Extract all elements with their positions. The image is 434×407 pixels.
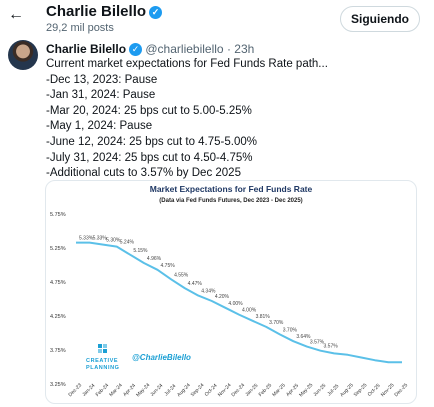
- y-tick-label: 3.25%: [50, 382, 66, 388]
- separator-dot: ·: [226, 42, 231, 56]
- x-tick-label: Oct-25: [367, 383, 382, 398]
- tweet-line: -Mar 20, 2024: 25 bps cut to 5.00-5.25%: [46, 104, 252, 117]
- x-tick-label: Aug-25: [339, 382, 355, 398]
- chart-title: Market Expectations for Fed Funds Rate: [150, 184, 313, 194]
- tweet-author-name[interactable]: Charlie Bilello: [46, 42, 127, 56]
- x-tick-label: Apr-24: [122, 383, 137, 398]
- data-label: 4.20%: [215, 294, 230, 300]
- x-tick-label: Feb-25: [258, 382, 274, 398]
- data-label: 4.55%: [174, 272, 189, 278]
- data-label: 5.30%: [106, 238, 121, 244]
- brand-handle: @CharlieBilello: [132, 353, 191, 362]
- series-line: [76, 241, 402, 364]
- data-label: 3.57%: [324, 344, 339, 350]
- back-arrow-icon[interactable]: ←: [8, 6, 24, 23]
- post-count: 29,2 mil posts: [46, 22, 114, 34]
- tweet-line: Current market expectations for Fed Fund…: [46, 58, 328, 70]
- x-tick-label: May-24: [135, 382, 151, 398]
- x-tick-label: Jun-25: [312, 383, 327, 398]
- creative-planning-logo-icon: [98, 344, 107, 353]
- x-tick-label: Dec-23: [67, 382, 83, 398]
- fed-funds-chart: Market Expectations for Fed Funds Rate (…: [50, 184, 409, 398]
- data-label: 3.57%: [310, 340, 325, 346]
- tweet-handle[interactable]: @charliebilello: [145, 42, 224, 56]
- tweet-line: -Jan 31, 2024: Pause: [46, 89, 156, 102]
- data-label: 4.00%: [228, 301, 243, 307]
- data-label: 5.33%: [93, 236, 108, 242]
- data-label: 4.00%: [242, 308, 257, 314]
- tweet-line: -June 12, 2024: 25 bps cut to 4.75-5.00%: [46, 135, 257, 148]
- data-label: 4.47%: [188, 281, 203, 287]
- x-tick-label: Nov-24: [217, 382, 233, 398]
- x-tick-label: Dec-25: [393, 382, 409, 398]
- chart-image[interactable]: Market Expectations for Fed Funds Rate (…: [45, 180, 417, 404]
- x-tick-label: Feb-24: [95, 382, 111, 398]
- logo-line-2: PLANNING: [86, 365, 120, 371]
- x-tick-label: Nov-25: [380, 382, 396, 398]
- logo-line-1: CREATIVE: [86, 358, 118, 364]
- data-label: 3.70%: [283, 327, 298, 333]
- data-label: 4.75%: [161, 263, 176, 269]
- data-label: 3.70%: [269, 320, 284, 326]
- branding: CREATIVE PLANNING @CharlieBilello: [86, 344, 191, 371]
- verified-badge-icon: ✓: [129, 43, 143, 56]
- following-button[interactable]: Siguiendo: [340, 6, 420, 32]
- x-tick-label: Jan-25: [244, 383, 259, 398]
- x-tick-label: Mar-24: [108, 382, 124, 398]
- y-tick-label: 5.75%: [50, 212, 66, 218]
- x-tick-label: Jul-25: [326, 383, 340, 397]
- tweet-time[interactable]: 23h: [234, 42, 255, 56]
- x-tick-label: Sep-25: [353, 382, 369, 398]
- tweet-header: Charlie Bilello ✓ @charliebilello · 23h: [46, 42, 254, 56]
- tweet-line: -July 31, 2024: 25 bps cut to 4.50-4.75%: [46, 151, 253, 164]
- data-label: 5.24%: [120, 240, 135, 246]
- verified-badge-icon: ✓: [149, 6, 163, 19]
- data-label: 5.33%: [79, 236, 94, 242]
- x-tick-label: Mar-25: [271, 382, 287, 398]
- y-tick-label: 4.25%: [50, 314, 66, 320]
- profile-header: ← Charlie Bilello ✓ 29,2 mil posts Siguie…: [0, 0, 434, 38]
- data-label: 3.64%: [296, 334, 311, 340]
- data-label: 4.96%: [147, 256, 162, 262]
- data-label: 5.15%: [133, 248, 148, 254]
- x-tick-label: Dec-24: [230, 382, 246, 398]
- y-tick-label: 4.75%: [50, 280, 66, 286]
- x-tick-label: Jun-24: [149, 383, 164, 398]
- data-label: 4.34%: [201, 289, 216, 295]
- data-label: 3.81%: [256, 314, 271, 320]
- x-tick-label: Apr-25: [285, 383, 300, 398]
- avatar[interactable]: [8, 40, 38, 70]
- x-tick-label: May-25: [298, 382, 314, 398]
- profile-name: Charlie Bilello ✓: [46, 3, 163, 20]
- tweet-line: -May 1, 2024: Pause: [46, 120, 153, 133]
- tweet-line: -Additional cuts to 3.57% by Dec 2025: [46, 167, 241, 180]
- x-tick-label: Aug-24: [176, 382, 192, 398]
- x-tick-label: Jul-24: [163, 383, 177, 397]
- chart-subtitle: (Data via Fed Funds Futures, Dec 2023 - …: [159, 198, 302, 204]
- y-tick-label: 3.75%: [50, 348, 66, 354]
- x-tick-label: Oct-24: [204, 383, 219, 398]
- tweet-text: Current market expectations for Fed Fund…: [46, 57, 328, 182]
- x-tick-label: Sep-24: [190, 382, 206, 398]
- y-tick-label: 5.25%: [50, 246, 66, 252]
- tweet-line: -Dec 13, 2023: Pause: [46, 73, 158, 86]
- x-tick-label: Jan-24: [81, 383, 96, 398]
